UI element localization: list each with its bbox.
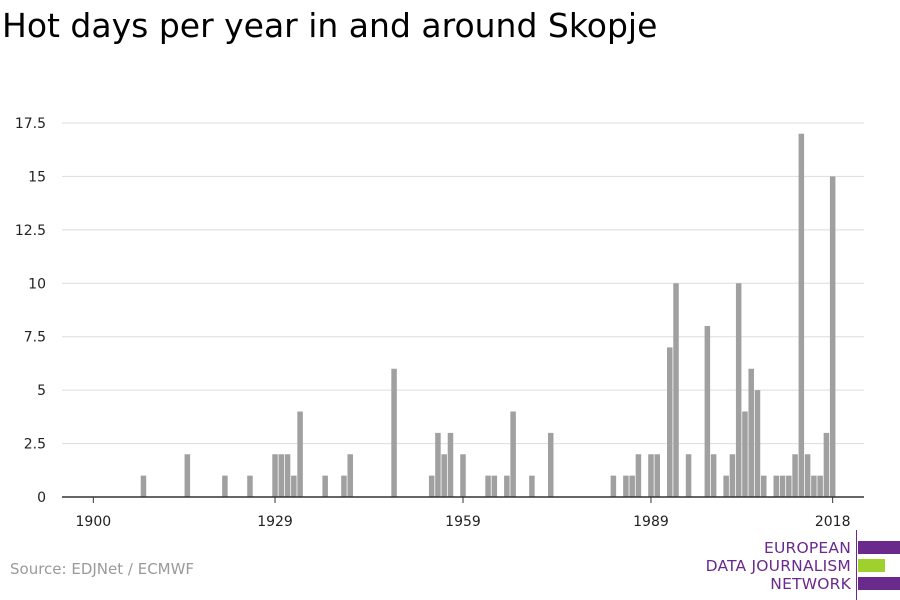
axes: 0 2.5 5 7.5 10 12.5 15 17.5 1900 1929 1959 1989 2018 xyxy=(15,116,864,530)
bar-1948 xyxy=(391,368,397,497)
bar-1937 xyxy=(322,475,328,497)
y-tick-label: 5 xyxy=(37,383,46,399)
logo-divider xyxy=(856,530,857,600)
logo-bar-top xyxy=(858,541,900,554)
bar-1929 xyxy=(272,454,278,497)
bar-1931 xyxy=(284,454,291,497)
source-note: Source: EDJNet / ECMWF xyxy=(10,560,195,578)
bar-2002 xyxy=(729,454,736,497)
bar-1973 xyxy=(547,432,554,497)
bar-2005 xyxy=(748,368,754,497)
y-tick-label: 17.5 xyxy=(15,116,46,132)
logo-text-line-2: DATA JOURNALISM xyxy=(705,557,851,575)
y-tick-label: 7.5 xyxy=(24,330,46,346)
logo-text-line-3: NETWORK xyxy=(770,575,851,593)
x-tick-label: 1989 xyxy=(633,514,669,530)
gridlines xyxy=(62,122,864,445)
logo-bar-bottom xyxy=(858,577,900,590)
x-tick-label: 1959 xyxy=(445,514,481,530)
bar-2015 xyxy=(811,475,817,497)
bar-1954 xyxy=(428,475,435,497)
bar-1930 xyxy=(278,454,285,497)
bar-1940 xyxy=(341,475,347,497)
bar-1915 xyxy=(184,454,191,497)
bars xyxy=(140,133,836,497)
bar-1933 xyxy=(297,411,303,497)
y-tick-label: 10 xyxy=(28,276,46,292)
bar-2011 xyxy=(786,475,792,497)
bar-2016 xyxy=(817,475,823,497)
bar-1989 xyxy=(648,454,654,497)
bar-1921 xyxy=(222,475,228,497)
bar-1963 xyxy=(485,475,491,497)
y-tick-label: 0 xyxy=(37,490,46,506)
bar-1964 xyxy=(491,475,498,497)
bar-1941 xyxy=(347,454,353,497)
bar-1987 xyxy=(635,454,642,497)
logo-text-line-1: EUROPEAN xyxy=(763,539,851,557)
bar-1966 xyxy=(504,475,510,497)
bar-1990 xyxy=(654,454,660,497)
bar-1993 xyxy=(673,283,679,497)
bar-2012 xyxy=(792,454,798,497)
bar-1925 xyxy=(247,475,253,497)
bar-1957 xyxy=(447,432,454,497)
bar-1992 xyxy=(667,347,673,497)
bar-1955 xyxy=(435,432,441,497)
bar-1959 xyxy=(460,454,466,497)
bar-2013 xyxy=(798,133,805,497)
bar-1985 xyxy=(623,475,629,497)
bar-2014 xyxy=(804,454,811,497)
bar-2017 xyxy=(823,432,830,497)
bar-2006 xyxy=(754,390,761,497)
y-tick-label: 2.5 xyxy=(24,437,46,453)
x-tick-label: 1929 xyxy=(257,514,293,530)
y-tick-label: 12.5 xyxy=(15,223,46,239)
bar-1998 xyxy=(704,326,711,497)
bar-1983 xyxy=(610,475,617,497)
bar-2004 xyxy=(742,411,748,497)
bar-1999 xyxy=(710,454,717,497)
bar-2009 xyxy=(773,475,780,497)
bar-1995 xyxy=(685,454,692,497)
bar-2007 xyxy=(760,475,767,497)
bar-1970 xyxy=(529,475,535,497)
bar-2001 xyxy=(723,475,729,497)
bar-2010 xyxy=(779,475,786,497)
bar-2003 xyxy=(735,283,742,497)
bar-1932 xyxy=(291,475,297,497)
y-tick-label: 15 xyxy=(28,169,46,185)
edjnet-logo: EUROPEAN DATA JOURNALISM NETWORK xyxy=(700,528,900,600)
x-tick-label: 1900 xyxy=(76,514,112,530)
bar-1967 xyxy=(510,411,516,497)
bar-1956 xyxy=(441,454,447,497)
bar-1986 xyxy=(629,475,635,497)
logo-bar-middle xyxy=(858,559,885,572)
bar-2018 xyxy=(829,176,836,497)
x-tick-label: 2018 xyxy=(815,514,851,530)
bar-1908 xyxy=(140,475,147,497)
chart-title: Hot days per year in and around Skopje xyxy=(2,6,658,45)
